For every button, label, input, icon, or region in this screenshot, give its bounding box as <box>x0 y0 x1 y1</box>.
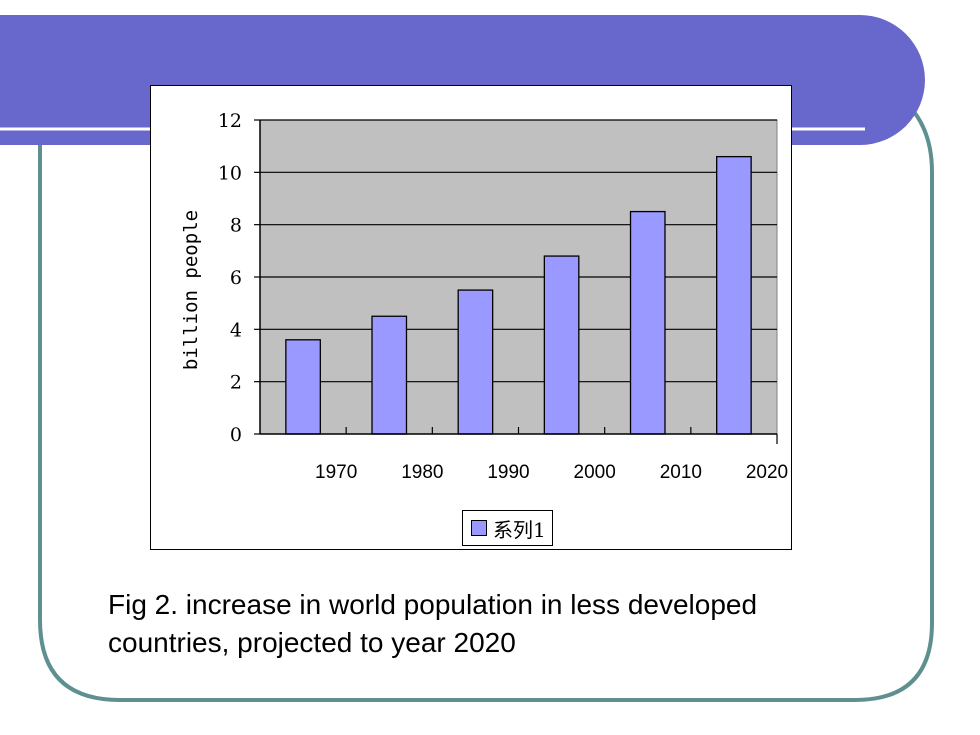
figure-caption: Fig 2. increase in world population in l… <box>108 586 908 662</box>
y-tick-label: 8 <box>230 215 242 237</box>
x-tick-label: 1990 <box>487 462 529 483</box>
x-tick-label: 2000 <box>574 462 616 483</box>
bar-1990 <box>457 289 494 435</box>
bar-2020 <box>716 155 752 435</box>
y-tick-label: 4 <box>230 319 242 341</box>
x-tick-label: 2010 <box>660 462 702 483</box>
content-frame <box>38 83 934 702</box>
legend-swatch <box>471 520 487 536</box>
x-tick-label: 1970 <box>315 462 357 483</box>
legend-label: 系列1 <box>493 517 546 542</box>
y-tick-label: 12 <box>218 110 242 132</box>
bar-2010 <box>629 210 666 435</box>
legend: 系列1 <box>462 510 553 546</box>
y-tick-label: 10 <box>218 162 242 184</box>
y-tick-label: 2 <box>230 372 242 394</box>
x-tick-label: 2020 <box>746 462 788 483</box>
bar-2000 <box>543 255 580 435</box>
x-tick-label: 1980 <box>401 462 443 483</box>
y-tick-label: 6 <box>230 267 242 289</box>
y-axis-label: billion people <box>180 209 202 371</box>
bar-1970 <box>285 339 321 435</box>
bar-1980 <box>371 315 408 435</box>
caption-line-2: countries, projected to year 2020 <box>108 627 516 658</box>
y-tick-label: 0 <box>230 424 242 446</box>
caption-line-1: Fig 2. increase in world population in l… <box>108 589 758 620</box>
